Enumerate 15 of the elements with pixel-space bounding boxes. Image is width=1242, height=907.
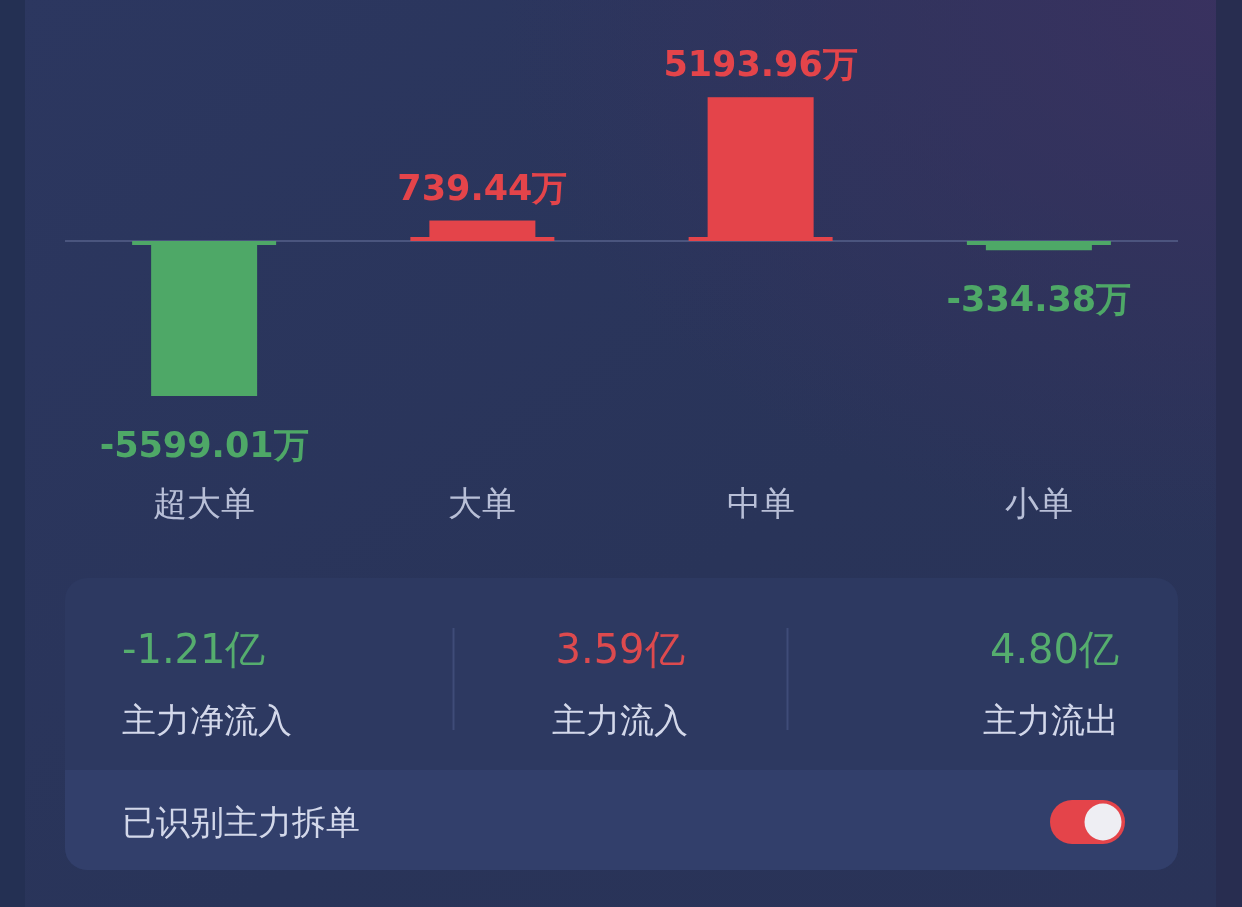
text: 3.59亿 xyxy=(555,626,685,672)
x-tick-label: 小单 xyxy=(1004,483,1073,523)
category-label: 主力流入 xyxy=(552,700,688,740)
data-label: -334.38万 xyxy=(946,279,1132,320)
data-label: 739.44万 xyxy=(397,167,568,208)
x-tick-label: 超大单 xyxy=(153,483,256,523)
data-label: -5599.01万 xyxy=(99,425,309,465)
category-label: 主力流出 xyxy=(983,700,1119,740)
x-tick-label: 中单 xyxy=(726,483,795,523)
text: 已识别主力拆单 xyxy=(122,802,360,842)
text: -1.21亿 xyxy=(122,626,266,672)
category-label: 主力净流入 xyxy=(122,700,292,740)
text: 4.80亿 xyxy=(989,626,1119,672)
x-tick-label: 大单 xyxy=(448,483,517,523)
data-label: 5193.96万 xyxy=(663,44,858,85)
